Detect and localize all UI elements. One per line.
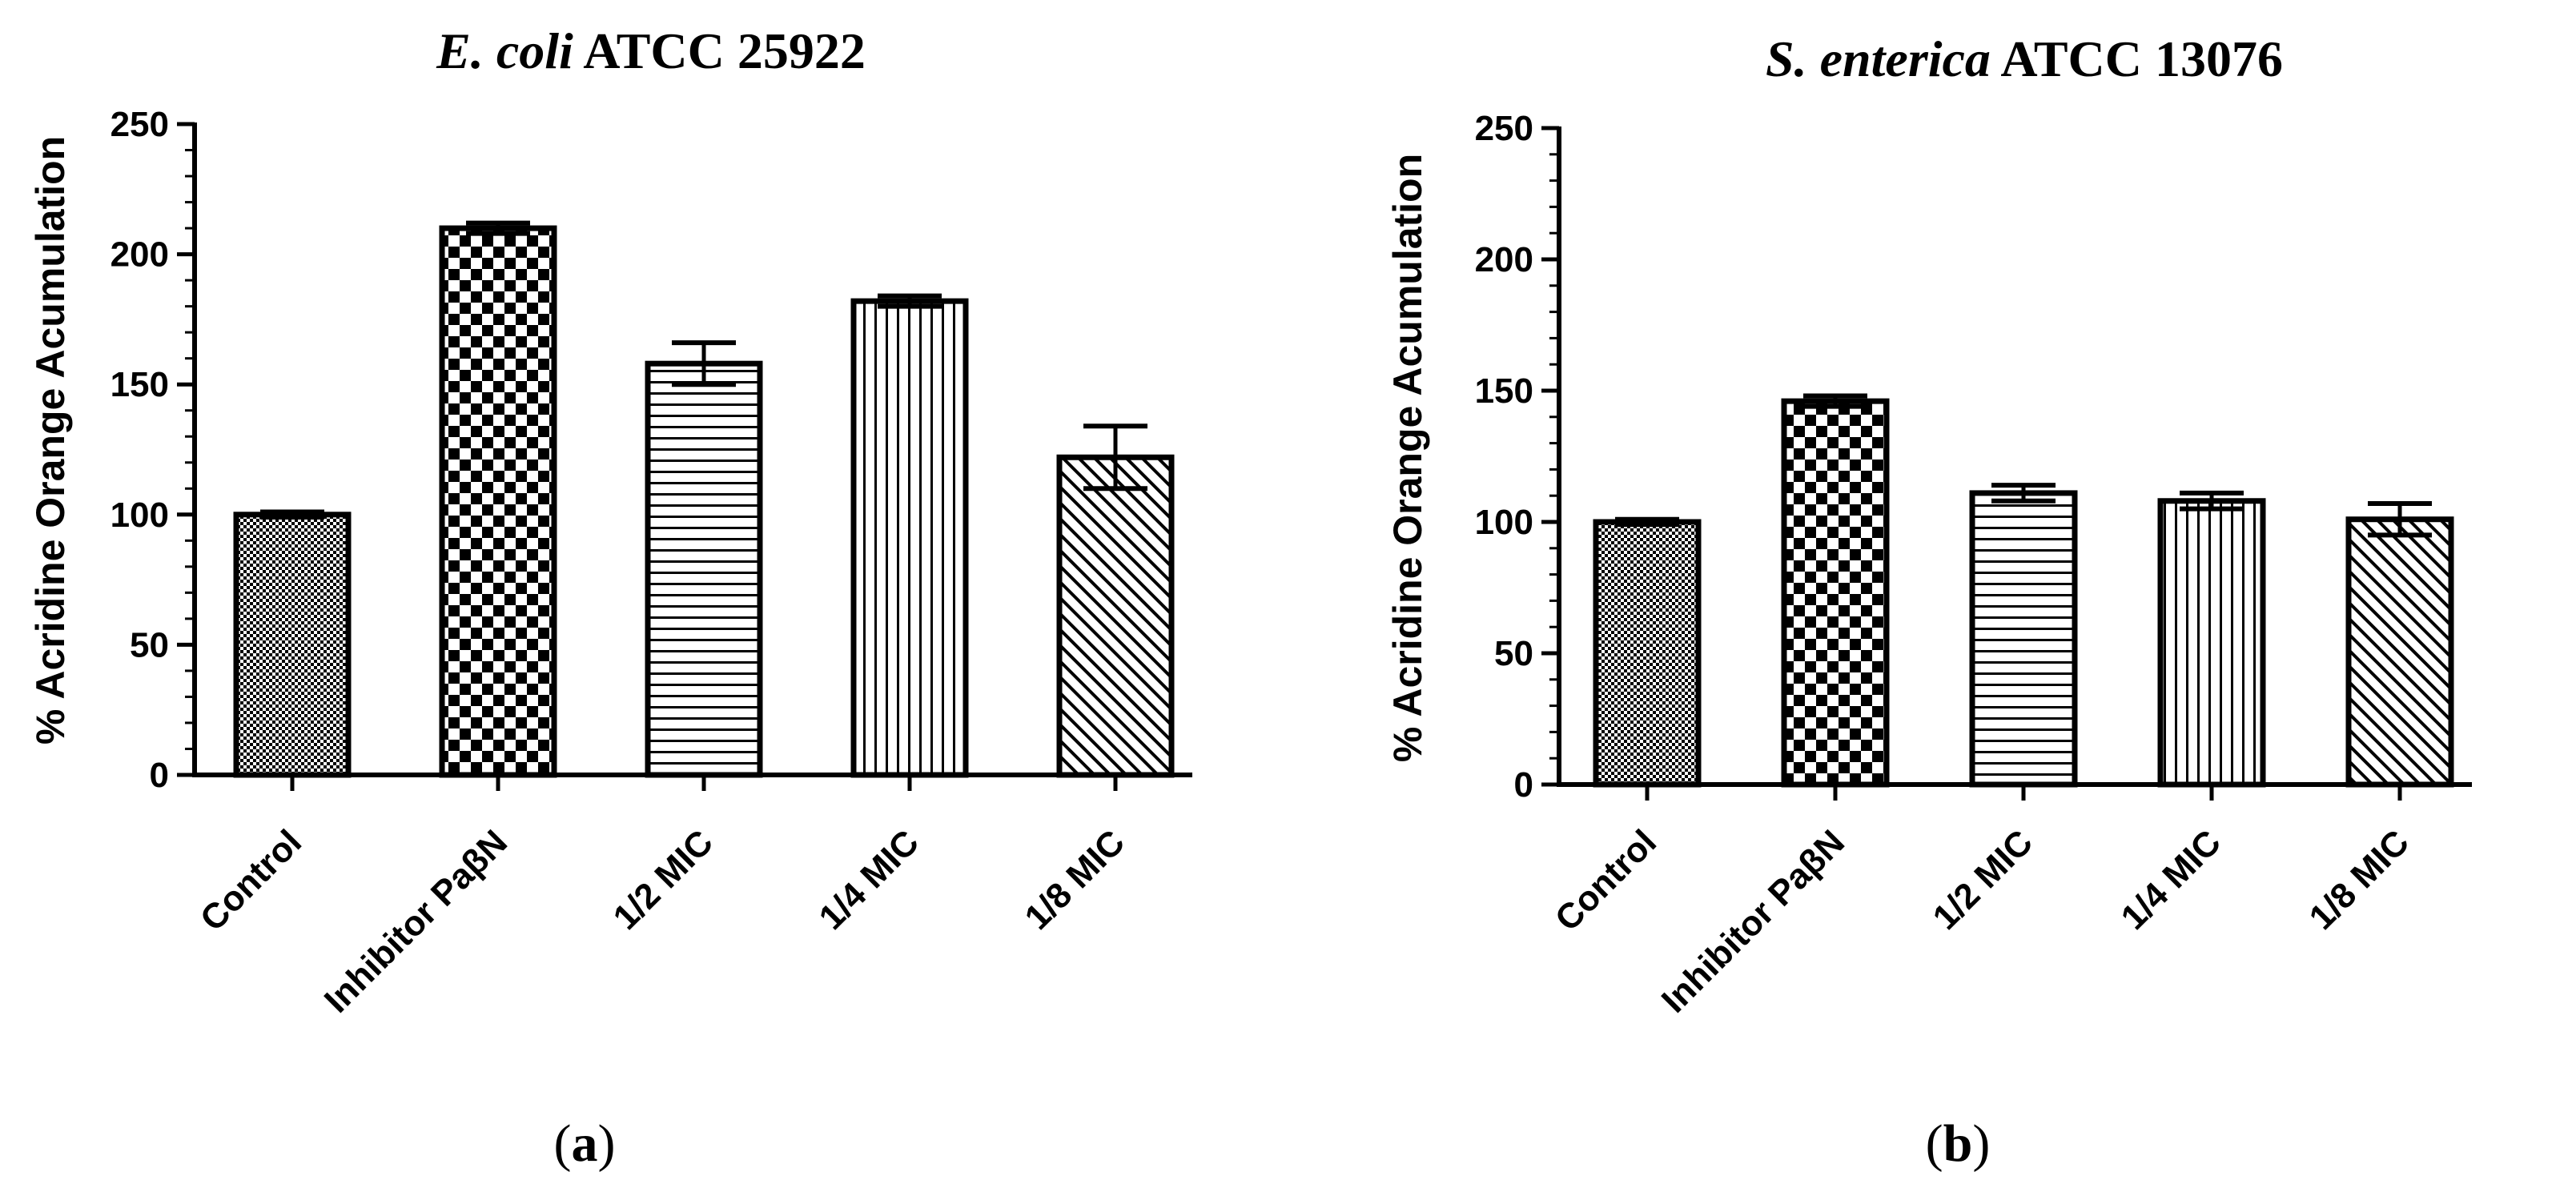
bar-a-1 — [233, 512, 352, 778]
y-tick-label-a: 200 — [111, 235, 169, 275]
y-axis-label-a: % Acridine Orange Acumulation — [28, 136, 73, 744]
panel-label-a-letter: a — [572, 1114, 598, 1173]
chart-panel-a: E. coli ATCC 25922 % Acridine Orange Acu… — [28, 22, 1192, 1173]
bar-b-3 — [1969, 490, 2078, 788]
panel-label-b: (b) — [1926, 1114, 1991, 1173]
x-category-label-a-2: Inhibitor PaβN — [317, 822, 515, 1020]
bar-a-4 — [850, 298, 969, 778]
chart-title-b: S. enterica ATCC 13076 — [1766, 30, 2283, 87]
y-axis-a: 0 50 100 150 200 250 — [111, 105, 197, 795]
y-tick-label-a: 150 — [111, 365, 169, 404]
y-tick-label-b: 100 — [1475, 503, 1533, 542]
y-axis-label-b: % Acridine Orange Acumulation — [1385, 154, 1430, 762]
x-category-label-a-4: 1/4 MIC — [811, 822, 926, 937]
panel-label-b-close: ) — [1972, 1114, 1990, 1173]
x-category-label-a-3: 1/2 MIC — [605, 822, 721, 937]
x-category-label-b-5: 1/8 MIC — [2301, 822, 2417, 937]
panel-label-a-open: ( — [554, 1114, 572, 1173]
panel-label-b-open: ( — [1926, 1114, 1943, 1173]
bar-b-2 — [1781, 398, 1890, 788]
x-category-label-b-1: Control — [1548, 822, 1664, 938]
bars-b — [1593, 393, 2454, 788]
y-tick-label-b: 250 — [1475, 109, 1533, 148]
y-tick-label-b: 50 — [1494, 634, 1533, 673]
bar-a-5 — [1056, 454, 1175, 778]
bars-a — [233, 220, 1175, 778]
bar-b-5 — [2345, 516, 2454, 788]
y-tick-label-a: 100 — [111, 496, 169, 535]
panel-label-a: (a) — [554, 1114, 616, 1173]
bar-b-4 — [2157, 498, 2266, 788]
x-category-label-b-2: Inhibitor PaβN — [1654, 822, 1852, 1020]
panel-label-a-close: ) — [598, 1114, 616, 1173]
y-tick-label-b: 200 — [1475, 240, 1533, 279]
chart-title-b-italic: S. enterica — [1766, 30, 1991, 87]
chart-title-a: E. coli ATCC 25922 — [436, 22, 866, 79]
x-axis-a: Control Inhibitor PaβN 1/2 MIC 1/4 MIC 1/8 M… — [192, 773, 1192, 1021]
bar-a-2 — [439, 225, 557, 778]
x-category-label-a-1: Control — [193, 822, 309, 938]
chart-title-b-rest: ATCC 13076 — [1991, 30, 2283, 87]
bar-b-1 — [1593, 519, 1702, 788]
x-category-label-b-4: 1/4 MIC — [2113, 822, 2228, 937]
bar-a-3 — [645, 360, 763, 778]
x-category-label-a-5: 1/8 MIC — [1017, 822, 1132, 937]
y-tick-label-b: 0 — [1514, 765, 1533, 805]
chart-title-a-italic: E. coli — [436, 22, 573, 79]
y-tick-label-a: 50 — [130, 625, 169, 664]
chart-panel-b: S. enterica ATCC 13076 % Acridine Orange… — [1385, 30, 2472, 1173]
chart-title-a-rest: ATCC 25922 — [573, 22, 866, 79]
panel-label-b-letter: b — [1943, 1114, 1973, 1173]
y-tick-label-b: 150 — [1475, 371, 1533, 411]
y-axis-b: 0 50 100 150 200 250 — [1475, 109, 1561, 805]
y-tick-label-a: 0 — [150, 756, 169, 795]
x-category-label-b-3: 1/2 MIC — [1925, 822, 2040, 937]
y-tick-label-a: 250 — [111, 105, 169, 144]
